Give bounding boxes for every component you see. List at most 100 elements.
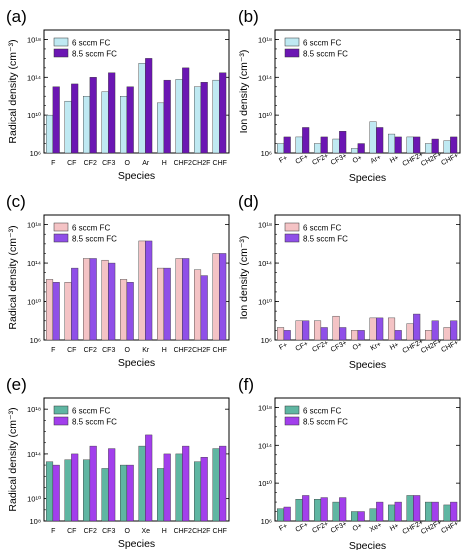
bar-series1 bbox=[212, 448, 220, 522]
bar-series1 bbox=[314, 320, 322, 341]
category-label: CF+ bbox=[294, 521, 309, 533]
category-label: CHF2 bbox=[174, 160, 192, 167]
bar-series2 bbox=[182, 67, 190, 154]
category-label: CF bbox=[67, 528, 76, 535]
category-label: F+ bbox=[278, 155, 289, 165]
category-label: Ar+ bbox=[370, 154, 383, 165]
y-axis-title: Radical density (cm⁻³) bbox=[7, 407, 19, 511]
bar-series2 bbox=[376, 317, 384, 341]
bar-series1 bbox=[332, 315, 340, 341]
category-label: CH2F bbox=[192, 160, 210, 167]
y-tick-label: 10⁶ bbox=[261, 149, 272, 158]
category-label: CH2F bbox=[192, 347, 210, 354]
bar-series2 bbox=[431, 501, 439, 522]
bar-series2 bbox=[394, 330, 402, 341]
panel-e: (e) 10¹⁸ 10¹⁴ 10¹⁰ 10⁸ F CF CF2 CF3 O Xe H CHF2 CH2F C… bbox=[6, 375, 230, 550]
bar-series2 bbox=[163, 267, 171, 341]
y-tick-label: 10¹⁸ bbox=[27, 221, 41, 230]
y-tick-label: 10¹⁸ bbox=[258, 403, 272, 412]
bar-series1 bbox=[64, 282, 72, 341]
bar-series2 bbox=[108, 72, 116, 154]
bar-series1 bbox=[138, 445, 146, 522]
category-label: F+ bbox=[278, 342, 289, 352]
bar-series2 bbox=[71, 267, 79, 341]
x-axis-title: Species bbox=[118, 170, 155, 182]
category-label: H+ bbox=[389, 522, 400, 532]
bar-series2 bbox=[394, 501, 402, 522]
bar-series2 bbox=[320, 136, 328, 154]
legend-label: 6 sccm FC bbox=[72, 224, 110, 233]
bar-series2 bbox=[219, 253, 227, 341]
x-axis-title: Species bbox=[349, 359, 386, 371]
y-tick-label: 10⁶ bbox=[30, 149, 41, 158]
category-label: CF bbox=[67, 160, 76, 167]
panel-letter: (d) bbox=[238, 192, 259, 211]
category-label: CHF bbox=[213, 160, 227, 167]
bar-series1 bbox=[314, 499, 322, 522]
bar-series1 bbox=[175, 453, 183, 522]
y-tick-label: 10⁸ bbox=[29, 517, 41, 526]
bar-series2 bbox=[450, 501, 458, 522]
bar-series2 bbox=[200, 275, 208, 341]
category-label: CHF+ bbox=[440, 339, 460, 354]
bar-series1 bbox=[64, 459, 72, 522]
bar-series2 bbox=[71, 453, 79, 522]
category-label: H bbox=[162, 160, 167, 167]
category-label: CH2F+ bbox=[420, 151, 443, 168]
category-label: CH2F+ bbox=[420, 338, 443, 355]
x-axis-title: Species bbox=[118, 357, 155, 369]
bar-series1 bbox=[101, 468, 109, 522]
plot-frame bbox=[43, 214, 230, 341]
category-label: CF bbox=[67, 347, 76, 354]
category-label: CF3+ bbox=[330, 153, 349, 167]
category-label: CH2F+ bbox=[420, 519, 443, 536]
plot-frame bbox=[274, 29, 461, 154]
bar-series1 bbox=[157, 468, 165, 522]
bar-series2 bbox=[339, 497, 347, 522]
panel-d: (d) 10¹⁸ 10¹⁴ 10¹⁰ 10⁶ F+ CF+ CF2+ CF3+ O+ Kr+ H+ CH… bbox=[238, 192, 461, 371]
bar-series2 bbox=[450, 136, 458, 154]
bar-series1 bbox=[194, 269, 202, 341]
bar-series1 bbox=[369, 317, 377, 341]
y-tick-label: 10¹⁸ bbox=[27, 35, 41, 44]
bar-series2 bbox=[431, 320, 439, 341]
legend-swatch bbox=[53, 37, 69, 47]
bar-series2 bbox=[302, 320, 310, 341]
legend-label: 8.5 sccm FC bbox=[72, 418, 117, 427]
y-tick-label: 10¹⁴ bbox=[27, 73, 41, 82]
bar-series1 bbox=[212, 253, 220, 341]
y-axis-title: Radical density (cm⁻³) bbox=[7, 39, 19, 143]
bar-series2 bbox=[163, 453, 171, 522]
x-axis-title: Species bbox=[349, 540, 386, 550]
bar-series1 bbox=[351, 148, 359, 154]
category-label: H bbox=[162, 347, 167, 354]
category-label: CF3+ bbox=[330, 521, 349, 535]
legend-swatch bbox=[284, 405, 300, 415]
bar-series1 bbox=[138, 63, 146, 154]
bar-series2 bbox=[320, 497, 328, 522]
legend-label: 6 sccm FC bbox=[303, 224, 341, 233]
bar-series1 bbox=[425, 501, 433, 522]
bar-series1 bbox=[443, 140, 451, 154]
bar-series2 bbox=[302, 127, 310, 154]
legend-swatch bbox=[284, 37, 300, 47]
category-label: CHF2 bbox=[174, 347, 192, 354]
bar-series1 bbox=[120, 464, 128, 522]
legend-swatch bbox=[284, 416, 300, 426]
legend-swatch bbox=[53, 416, 69, 426]
category-label: Xe bbox=[141, 528, 150, 535]
bar-series1 bbox=[120, 279, 128, 341]
y-tick-label: 10¹⁰ bbox=[27, 298, 41, 307]
bar-series1 bbox=[332, 501, 340, 522]
bar-series1 bbox=[194, 461, 202, 522]
bar-series1 bbox=[175, 258, 183, 341]
category-label: O bbox=[125, 528, 131, 535]
bar-series1 bbox=[83, 258, 91, 341]
y-tick-label: 10¹⁰ bbox=[258, 479, 272, 488]
y-axis-title: Ion density (cm⁻³) bbox=[238, 236, 250, 320]
panel-letter: (f) bbox=[238, 375, 254, 394]
bar-series2 bbox=[108, 448, 116, 522]
legend-swatch bbox=[284, 222, 300, 232]
bar-series2 bbox=[200, 82, 208, 154]
